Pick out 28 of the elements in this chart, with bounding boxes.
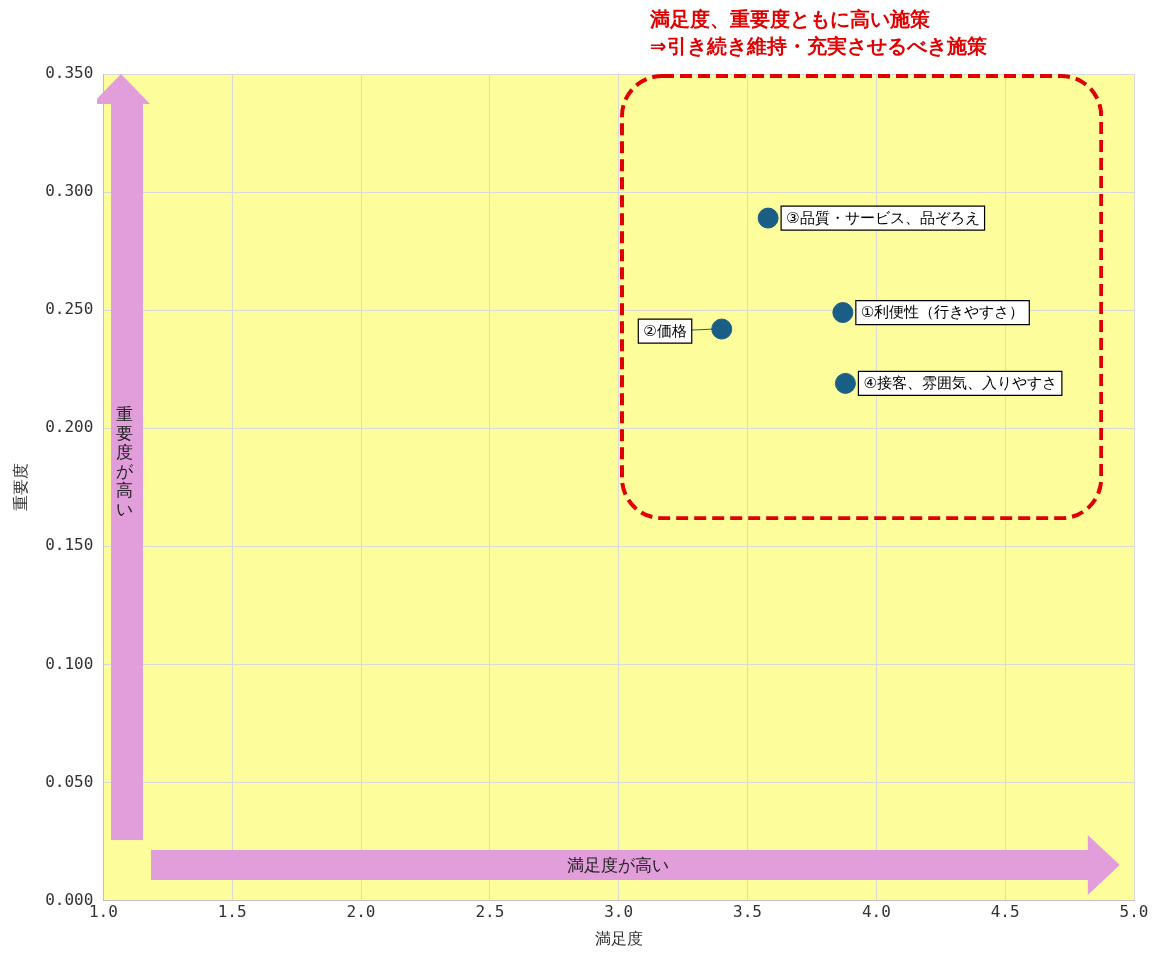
point [711,318,733,340]
y-tick-label: 0.300 [45,181,94,201]
point [832,302,854,324]
y-axis-title: 重要度 [12,463,30,512]
x-tick-label: 1.5 [217,902,247,922]
x-tick-label: 2.0 [346,902,376,922]
point [757,207,779,229]
y-tick-label: 0.200 [45,417,94,437]
y-tick-label: 0.050 [45,771,94,791]
annotation: ②価格 [643,321,687,340]
annotation: ①利便性（行きやすさ） [860,303,1025,322]
x-tick-label: 4.0 [861,902,891,922]
x-tick-label: 3.5 [733,902,762,922]
x-axis-title: 満足度 [594,929,643,947]
text: 満足度、重要度ともに高い施策 ⇒引き続き維持・充実させるべき施策 [649,6,987,60]
y-tick-label: 0.100 [45,653,94,673]
annotation: 満足度が高い [567,853,670,877]
x-tick-label: 2.5 [475,902,505,922]
annotation: 重要度が高い [115,403,134,519]
x-tick-label: 5.0 [1119,902,1149,922]
y-tick-label: 0.250 [45,299,94,319]
point [834,372,856,394]
annotation: ③品質・サービス、品ぞろえ [786,208,980,227]
annotation: ④接客、雰囲気、入りやすさ [863,374,1057,393]
y-tick-label: 0.150 [45,535,94,555]
y-tick-label: 0.350 [45,63,94,83]
x-tick-label: 3.0 [604,902,634,922]
x-tick-label: 4.5 [990,902,1020,922]
